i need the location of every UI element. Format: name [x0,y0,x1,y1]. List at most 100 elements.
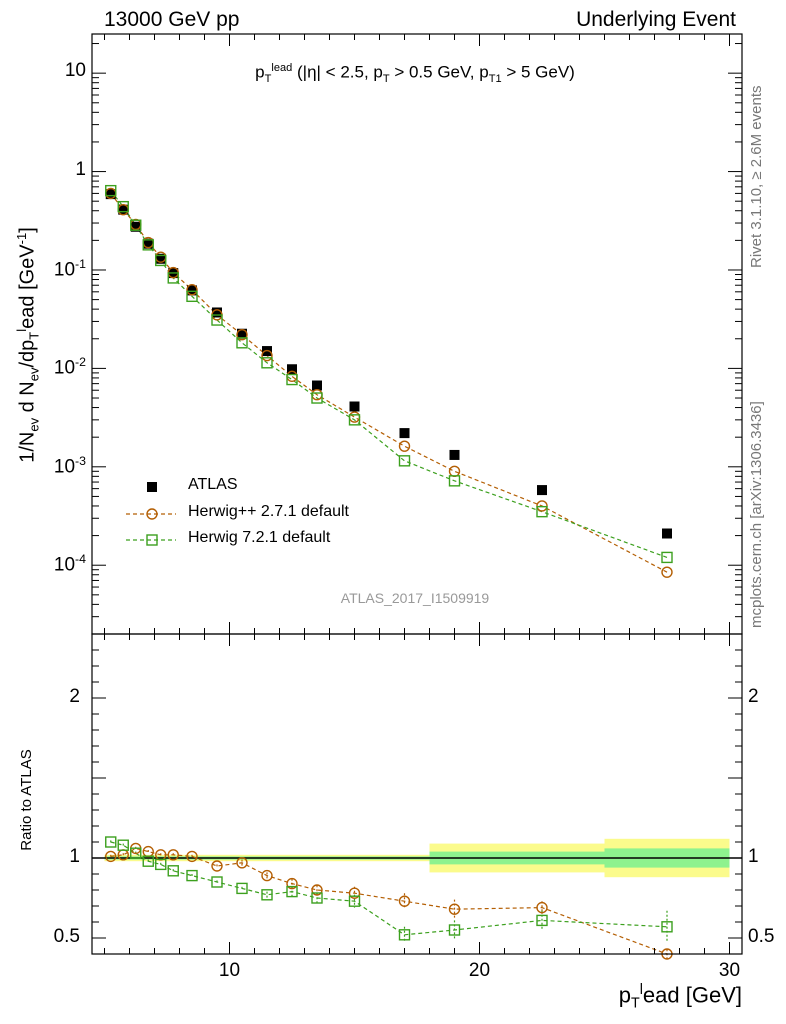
herwig-7-2-1-default-point [536,505,548,518]
herwig-2-7-1-default-ratio-point [211,860,223,872]
atlas-point [105,189,116,200]
atlas-point [187,285,197,296]
herwig-7-2-1-default-point [105,184,117,197]
x-axis-label: pTlead [GeV] [618,982,742,1012]
herwig-7-2-1-default-ratio-point [448,924,461,936]
herwig-7-2-1-default-point [286,373,298,386]
herwig-7-2-1-default-point [142,239,154,251]
herwig-7-2-1-default-ratio-point [117,839,129,851]
atlas-point [143,238,154,249]
ratio-y-axis-label: Ratio to ATLAS [18,749,35,851]
header-left: 13000 GeV pp [104,8,240,31]
atlas-point [349,401,360,412]
herwig-7-2-1-default-point [261,357,273,369]
y-tick-label: 10-1 [53,256,86,281]
herwig-7-2-1-default-point [117,200,129,213]
herwig-7-2-1-default-ratio-point [261,889,273,901]
herwig-2-7-1-default-ratio-point [348,887,361,899]
watermark: ATLAS_2017_I1509919 [340,590,490,606]
ratio-panel-markers [105,836,673,960]
atlas-point [212,307,222,318]
herwig-2-7-1-default-point [236,328,248,341]
herwig-7-2-1-default-ratio-point [236,882,248,895]
main-panel-markers [105,184,673,578]
herwig-7-2-1-default-ratio-point [167,865,179,877]
header-right: Underlying Event [576,8,736,31]
herwig-2-7-1-default-ratio-point [448,903,461,915]
herwig-7-2-1-default-point [167,272,179,284]
ratio-y-tick-label: 0.5 [53,926,80,947]
herwig-7-2-1-default-ratio-point [348,895,361,907]
herwig-7-2-1-default-point [155,254,167,267]
herwig-7-2-1-default-point [311,392,323,404]
atlas-point [537,485,547,496]
ratio-panel-frame [91,633,743,955]
herwig-7-2-1-default-point [398,455,411,467]
herwig-2-7-1-default-point [536,500,548,512]
legend-label-atlas: ATLAS [188,476,238,493]
herwig-7-2-1-default-point [130,219,142,231]
y-tick-label: 10-4 [53,552,86,576]
herwig-7-2-1-default-ratio-point [186,869,198,882]
rivet-label: Rivet 3.1.10, ≥ 2.6M events [748,85,765,269]
legend-marker-herwig-2-7-1-default [146,508,158,520]
x-tick-label: 30 [718,960,741,981]
herwig-7-2-1-default-ratio-point [311,892,323,904]
ratio-y-tick-label: 1 [69,846,80,867]
herwig-7-2-1-default-line [110,190,668,558]
ratio-y-tick-label-right: 0.5 [748,926,775,947]
atlas-point [118,204,129,215]
herwig-2-7-1-default-ratio-point [261,869,273,882]
legend-label-herwig-2-7-1-default: Herwig++ 2.7.1 default [188,503,349,520]
atlas-point [449,449,460,460]
herwig-2-7-1-default-point [398,440,411,452]
herwig-2-7-1-default-ratio-point [536,901,548,914]
chart-title: pTlead (|η| < 2.5, pT > 0.5 GeV, pT1 > 5… [255,62,575,86]
ratio-panel-bands [92,838,742,878]
legend-marker-atlas [147,482,157,492]
herwig-7-2-1-default-point [186,290,198,303]
atlas-point [399,428,410,439]
herwig-7-2-1-default-point [448,475,461,487]
herwig-7-2-1-default-point [348,414,361,426]
ratio-y-tick-label-right: 1 [748,846,759,867]
herwig-7-2-1-default-point [211,314,223,326]
herwig-7-2-1-default-ratio-point [142,855,154,867]
legend-label-herwig-7-2-1-default: Herwig 7.2.1 default [188,529,331,546]
herwig-7-2-1-default-ratio-point [155,858,167,871]
herwig-7-2-1-default-ratio-point [211,876,223,888]
herwig-2-7-1-default-ratio-point [167,849,179,861]
herwig-7-2-1-default-point [661,551,673,564]
atlas-point [312,380,322,391]
y-tick-label: 1 [75,158,86,180]
main-panel-lines [110,190,668,573]
legend [126,482,176,546]
x-tick-label: 10 [218,960,241,981]
herwig-2-7-1-default-ratio-line [110,847,668,955]
ratio-y-tick-label-right: 2 [748,686,759,707]
atlas-point [662,528,672,539]
ratio-y-tick-label: 2 [69,686,80,707]
herwig-2-7-1-default-point [186,284,198,296]
herwig-7-2-1-default-point [236,337,248,349]
herwig-7-2-1-default-ratio-point [536,914,548,927]
herwig-7-2-1-default-ratio-point [398,929,411,941]
y-tick-label: 10 [64,60,86,82]
legend-marker-herwig-7-2-1-default [146,534,158,546]
atlas-point [155,253,166,264]
y-tick-label: 10-3 [53,453,86,478]
herwig-2-7-1-default-ratio-point [236,857,248,869]
y-tick-label: 10-2 [53,355,86,379]
atlas-point [287,364,297,375]
main-y-axis-label: 1/Nev d Nev/dpTlead [GeV-1] [14,227,42,463]
herwig-2-7-1-default-ratio-point [186,850,198,863]
herwig-2-7-1-default-line [110,193,668,573]
mcplots-label: mcplots.cern.ch [arXiv:1306.3436] [748,401,765,628]
herwig-7-2-1-default-ratio-point [105,836,117,848]
herwig-2-7-1-default-point [448,465,461,478]
axes [91,33,743,955]
herwig-2-7-1-default-point [661,566,673,578]
herwig-2-7-1-default-ratio-point [398,895,411,907]
herwig-2-7-1-default-ratio-point [286,877,298,890]
